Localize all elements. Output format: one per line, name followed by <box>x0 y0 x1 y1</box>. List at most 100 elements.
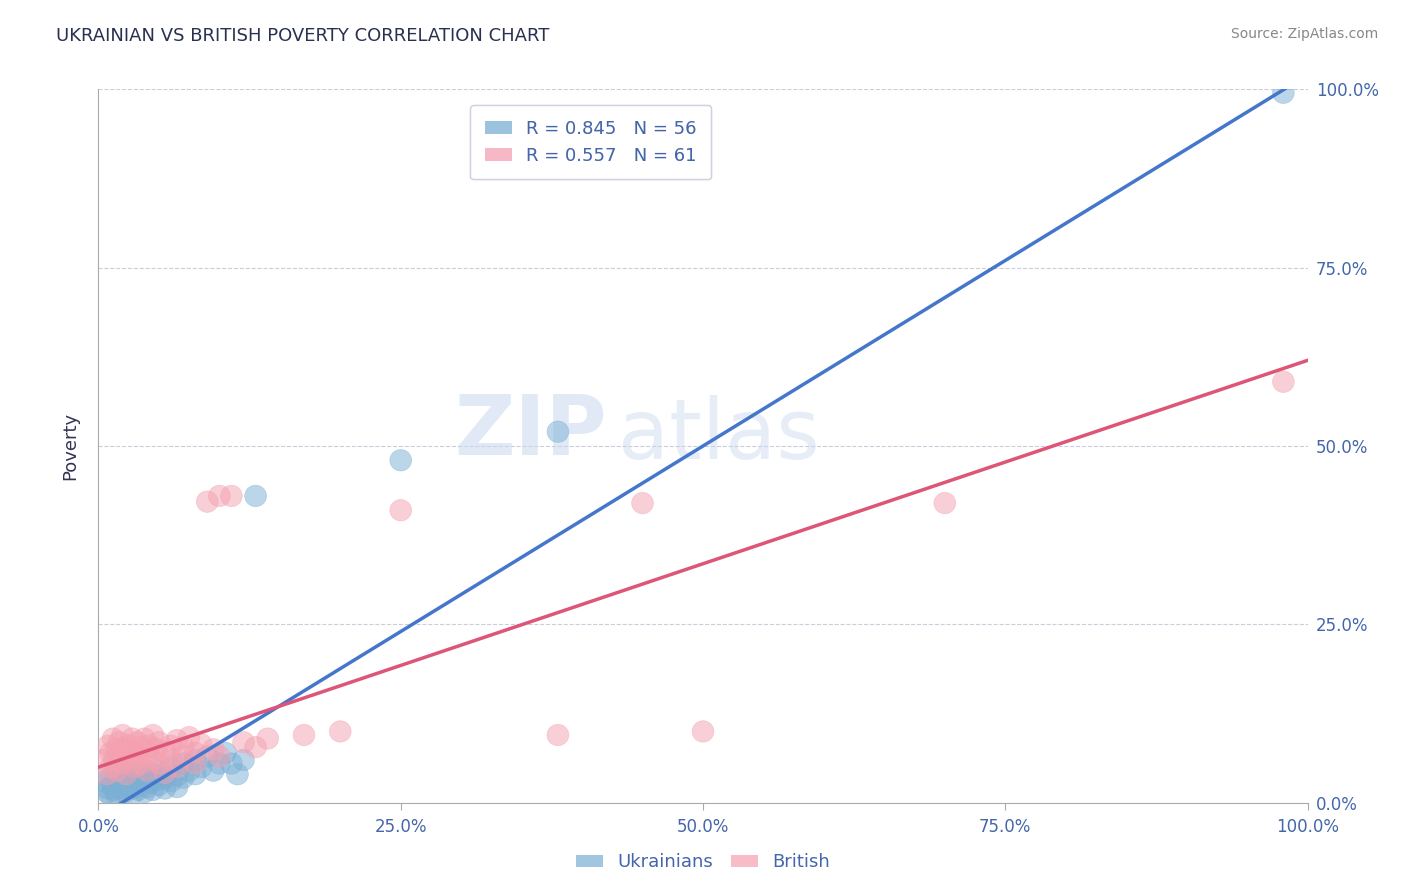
Ellipse shape <box>208 746 231 767</box>
Ellipse shape <box>120 778 142 799</box>
Ellipse shape <box>138 735 160 756</box>
Ellipse shape <box>257 728 278 749</box>
Ellipse shape <box>221 753 242 774</box>
Ellipse shape <box>128 746 149 767</box>
Ellipse shape <box>100 756 121 778</box>
Ellipse shape <box>142 764 163 785</box>
Ellipse shape <box>108 731 129 753</box>
Ellipse shape <box>148 760 170 781</box>
Ellipse shape <box>100 767 121 789</box>
Ellipse shape <box>124 742 146 764</box>
Ellipse shape <box>134 728 155 749</box>
Ellipse shape <box>121 728 143 749</box>
Ellipse shape <box>136 767 157 789</box>
Ellipse shape <box>148 774 170 796</box>
Ellipse shape <box>96 781 118 803</box>
Ellipse shape <box>108 771 129 792</box>
Text: Source: ZipAtlas.com: Source: ZipAtlas.com <box>1230 27 1378 41</box>
Ellipse shape <box>166 765 188 787</box>
Ellipse shape <box>184 742 207 764</box>
Ellipse shape <box>127 774 148 796</box>
Ellipse shape <box>155 740 176 762</box>
Ellipse shape <box>129 737 152 758</box>
Ellipse shape <box>155 762 176 783</box>
Ellipse shape <box>202 760 224 781</box>
Ellipse shape <box>134 781 155 803</box>
Ellipse shape <box>136 744 157 765</box>
Text: UKRAINIAN VS BRITISH POVERTY CORRELATION CHART: UKRAINIAN VS BRITISH POVERTY CORRELATION… <box>56 27 550 45</box>
Ellipse shape <box>166 776 188 797</box>
Ellipse shape <box>96 764 118 785</box>
Ellipse shape <box>127 731 148 753</box>
Ellipse shape <box>121 783 143 805</box>
Ellipse shape <box>208 485 231 507</box>
Ellipse shape <box>166 756 188 778</box>
Ellipse shape <box>179 760 200 781</box>
Ellipse shape <box>389 450 412 471</box>
Ellipse shape <box>692 721 714 742</box>
Ellipse shape <box>292 724 315 746</box>
Ellipse shape <box>172 753 194 774</box>
Ellipse shape <box>184 753 207 774</box>
Ellipse shape <box>105 764 128 785</box>
Ellipse shape <box>172 737 194 758</box>
Ellipse shape <box>172 767 194 789</box>
Ellipse shape <box>115 764 138 785</box>
Ellipse shape <box>329 721 352 742</box>
Ellipse shape <box>105 739 128 760</box>
Ellipse shape <box>124 756 146 778</box>
Ellipse shape <box>184 764 207 785</box>
Ellipse shape <box>114 739 136 760</box>
Ellipse shape <box>124 765 146 787</box>
Ellipse shape <box>142 749 163 771</box>
Ellipse shape <box>142 724 163 746</box>
Ellipse shape <box>138 772 160 794</box>
Ellipse shape <box>1272 82 1295 103</box>
Ellipse shape <box>146 769 167 790</box>
Ellipse shape <box>226 764 249 785</box>
Ellipse shape <box>190 756 212 778</box>
Ellipse shape <box>202 739 224 760</box>
Ellipse shape <box>103 749 125 771</box>
Ellipse shape <box>136 760 157 781</box>
Ellipse shape <box>142 780 163 801</box>
Ellipse shape <box>160 735 181 756</box>
Ellipse shape <box>124 776 146 797</box>
Ellipse shape <box>155 767 176 789</box>
Y-axis label: Poverty: Poverty <box>62 412 80 480</box>
Ellipse shape <box>120 749 142 771</box>
Ellipse shape <box>232 731 254 753</box>
Text: atlas: atlas <box>619 395 820 475</box>
Ellipse shape <box>103 780 125 801</box>
Ellipse shape <box>148 731 170 753</box>
Ellipse shape <box>160 756 181 778</box>
Ellipse shape <box>389 500 412 521</box>
Legend: Ukrainians, British: Ukrainians, British <box>568 847 838 879</box>
Ellipse shape <box>118 772 139 794</box>
Ellipse shape <box>111 724 134 746</box>
Ellipse shape <box>97 735 120 756</box>
Ellipse shape <box>1272 371 1295 392</box>
Ellipse shape <box>179 726 200 747</box>
Ellipse shape <box>160 749 181 771</box>
Ellipse shape <box>136 776 157 797</box>
Ellipse shape <box>110 746 131 767</box>
Ellipse shape <box>110 776 131 797</box>
Ellipse shape <box>118 735 139 756</box>
Ellipse shape <box>103 774 124 796</box>
Ellipse shape <box>166 730 188 751</box>
Ellipse shape <box>190 733 212 755</box>
Ellipse shape <box>114 781 136 803</box>
Ellipse shape <box>160 771 181 792</box>
Ellipse shape <box>105 760 128 781</box>
Ellipse shape <box>934 492 956 514</box>
Ellipse shape <box>221 485 242 507</box>
Ellipse shape <box>232 749 254 771</box>
Ellipse shape <box>129 771 152 792</box>
Ellipse shape <box>129 753 152 774</box>
Ellipse shape <box>111 780 134 801</box>
Ellipse shape <box>245 737 267 758</box>
Ellipse shape <box>184 749 207 771</box>
Ellipse shape <box>111 753 134 774</box>
Ellipse shape <box>111 760 134 781</box>
